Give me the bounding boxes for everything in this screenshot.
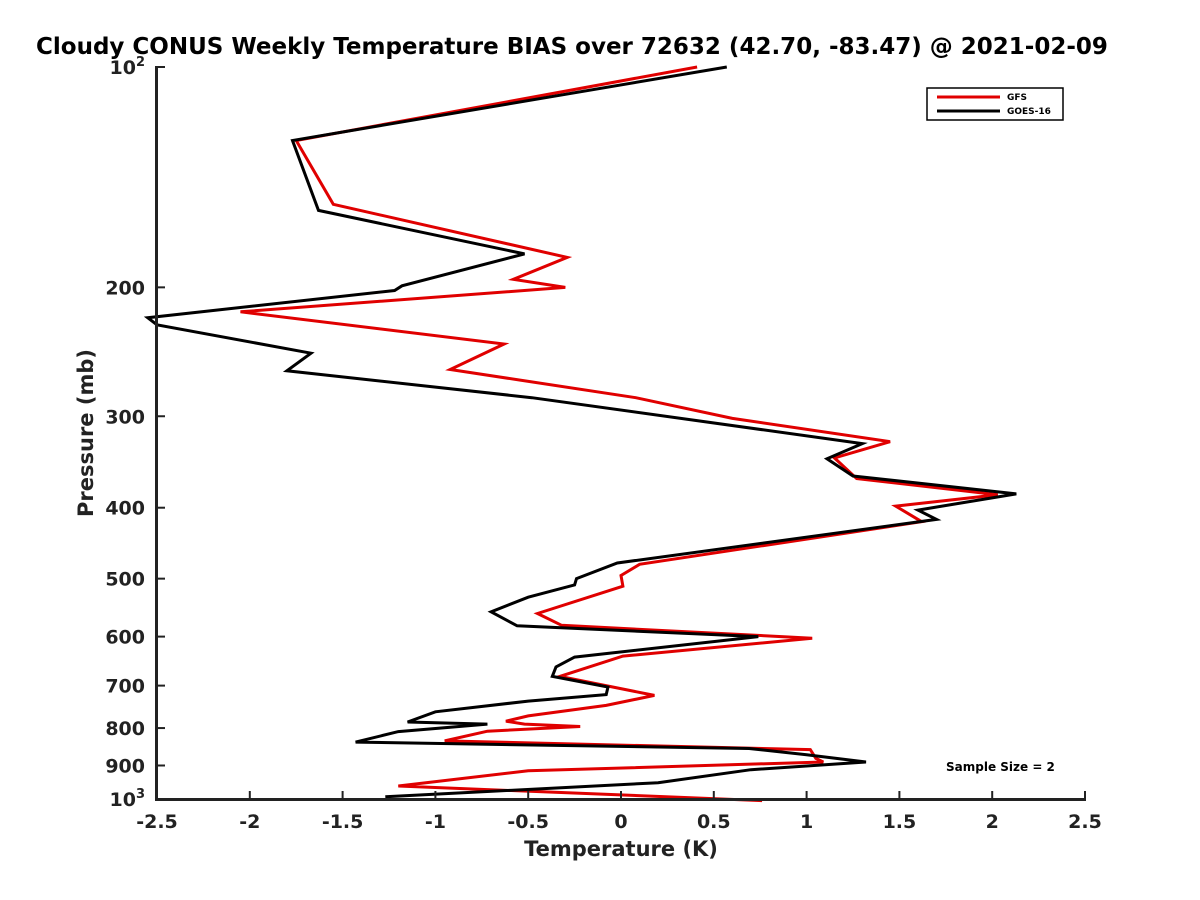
x-tick-label: -1.5: [322, 811, 364, 833]
y-tick-label: 900: [105, 756, 145, 778]
x-tick-label: -0.5: [507, 811, 549, 833]
y-tick-label: 700: [105, 676, 145, 698]
y-tick-label: 103: [110, 787, 146, 811]
y-tick-label: 800: [105, 718, 145, 740]
legend: GFS GOES-16: [926, 87, 1064, 121]
x-tick-label: -2: [239, 811, 260, 833]
y-axis-line: [155, 66, 158, 800]
legend-label-goes-16: GOES-16: [1007, 107, 1051, 117]
legend-box: [926, 87, 1064, 121]
x-tick-label: 2.5: [1068, 811, 1102, 833]
y-tick-label: 500: [105, 569, 145, 591]
y-axis-label: Pressure (mb): [74, 349, 98, 517]
series-line-goes-16: [143, 65, 1017, 799]
x-axis-label: Temperature (K): [524, 837, 718, 861]
y-tick-label: 200: [105, 277, 145, 299]
x-tick-label: 1: [800, 811, 813, 833]
x-ticks: -2.5 -2 -1.5 -1 -0.5 0 0.5 1 1.5 2 2.5: [136, 791, 1102, 833]
y-tick-label: 600: [105, 627, 145, 649]
sample-size-annotation: Sample Size = 2: [946, 760, 1055, 774]
x-tick-label: -2.5: [136, 811, 178, 833]
y-tick-label: 400: [105, 498, 145, 520]
y-tick-label: 102: [110, 55, 146, 79]
series-line-gfs: [240, 65, 998, 803]
y-ticks: 102 200 300 400 500 600 700 800 900 103: [105, 55, 165, 811]
x-tick-label: 0: [614, 811, 627, 833]
series-layer: [143, 65, 1017, 803]
x-tick-label: 1.5: [883, 811, 917, 833]
x-tick-label: 2: [986, 811, 999, 833]
chart-title: Cloudy CONUS Weekly Temperature BIAS ove…: [36, 34, 1108, 60]
legend-label-gfs: GFS: [1007, 93, 1027, 103]
x-tick-label: -1: [425, 811, 446, 833]
x-tick-label: 0.5: [697, 811, 731, 833]
y-tick-label: 300: [105, 406, 145, 428]
